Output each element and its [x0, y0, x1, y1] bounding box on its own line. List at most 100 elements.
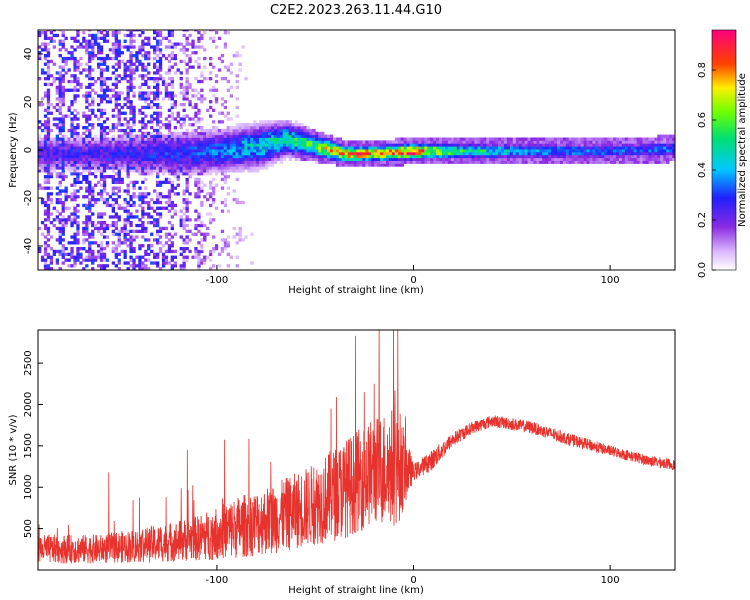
spectrogram-cell	[203, 97, 207, 101]
spectrogram-cell	[179, 143, 183, 147]
spectrogram-cell	[619, 146, 623, 150]
spectrogram-cell	[562, 154, 567, 159]
spectrogram-cell	[123, 71, 127, 75]
spectrogram-cell	[70, 157, 74, 161]
spectrogram-cell	[88, 183, 92, 187]
spectrogram-cell	[554, 154, 558, 159]
spectrogram-cell	[114, 223, 118, 228]
spectrogram-cell	[161, 151, 166, 156]
spectrogram-cell	[99, 68, 104, 72]
spectrogram-cell	[324, 160, 328, 164]
spectrogram-cell	[217, 146, 222, 150]
spectrogram-cell	[338, 151, 343, 156]
spectrogram-cell	[636, 154, 640, 159]
spectrogram-cell	[73, 151, 77, 156]
spectrogram-cell	[167, 108, 172, 112]
spectrogram-cell	[247, 154, 251, 159]
spectrogram-cell	[633, 149, 637, 153]
spectrogram-cell	[99, 258, 104, 262]
spectrogram-cell	[353, 160, 357, 164]
spectrogram-cell	[421, 140, 425, 144]
spectrogram-cell	[49, 163, 54, 167]
spectrogram-cell	[73, 108, 77, 112]
spectrogram-cell	[530, 137, 534, 141]
spectrogram-cell	[648, 143, 652, 147]
spectrogram-cell	[46, 143, 51, 147]
spectrogram-cell	[182, 226, 186, 231]
spectrogram-cell	[105, 65, 110, 69]
spectrogram-cell	[88, 151, 92, 156]
spectrogram-cell	[456, 157, 461, 161]
spectrogram-cell	[102, 59, 107, 64]
spectrogram-cell	[335, 151, 340, 156]
spectrogram-cell	[226, 160, 230, 164]
spectrogram-cell	[126, 157, 130, 161]
spectrogram-cell	[147, 215, 151, 219]
spectrogram-cell	[61, 166, 65, 170]
spectrogram-cell	[403, 149, 407, 153]
spectrogram-cell	[114, 74, 118, 78]
spectrogram-cell	[462, 137, 466, 141]
spectrogram-cell	[403, 154, 407, 159]
spectrogram-cell	[217, 154, 222, 159]
spectrogram-cell	[197, 151, 201, 156]
spectrogram-cell	[388, 157, 393, 161]
spectrogram-cell	[102, 30, 107, 32]
spectrogram-cell	[123, 151, 127, 156]
spectrogram-cell	[167, 120, 172, 124]
spectrogram-cell	[58, 267, 62, 270]
spectrogram-cell	[88, 232, 92, 236]
spectrogram-cell	[347, 140, 351, 144]
spectrogram-cell	[158, 183, 163, 187]
spectrogram-cell	[55, 108, 59, 112]
spectrogram-cell	[61, 88, 65, 92]
spectrogram-cell	[129, 134, 133, 138]
spectrogram-cell	[141, 200, 145, 205]
spectrogram-cell	[504, 151, 508, 156]
spectrogram-cell	[666, 149, 670, 153]
spectrogram-cell	[43, 94, 48, 98]
spectrogram-cell	[282, 137, 287, 141]
spectrogram-cell	[73, 183, 77, 187]
spectrogram-cell	[176, 111, 180, 115]
spectrogram-cell	[99, 172, 104, 176]
spectrogram-cell	[388, 163, 393, 167]
spectrogram-cell	[253, 137, 257, 141]
spectrogram-cell	[238, 157, 242, 161]
spectrogram-cell	[123, 45, 127, 49]
spectrogram-cell	[250, 151, 254, 156]
spectrogram-cell	[297, 126, 301, 130]
spectrogram-cell	[362, 157, 366, 161]
spectrogram-cell	[185, 258, 189, 262]
spectrogram-cell	[551, 157, 555, 161]
spectrogram-cell	[70, 88, 74, 92]
spectrogram-cell	[197, 154, 201, 159]
spectrogram-cell	[194, 45, 198, 49]
spectrogram-cell	[182, 88, 186, 92]
spectrogram-cell	[123, 160, 127, 164]
spectrogram-cell	[551, 154, 555, 159]
spectrogram-cell	[132, 117, 136, 121]
spectrogram-cell	[94, 79, 98, 84]
spectrogram-cell	[276, 131, 281, 136]
spectrogram-cell	[176, 172, 180, 176]
spectrogram-cell	[114, 94, 118, 98]
spectrogram-cell	[82, 131, 86, 136]
spectrogram-cell	[176, 163, 180, 167]
spectrogram-cell	[43, 151, 48, 156]
spectrogram-cell	[82, 111, 86, 115]
spectrogram-cell	[91, 235, 95, 239]
spectrogram-cell	[380, 140, 384, 144]
spectrogram-cell	[433, 143, 437, 147]
spectrogram-cell	[619, 157, 623, 161]
spectrogram-cell	[598, 146, 602, 150]
spectrogram-cell	[123, 117, 127, 121]
spectrogram-cell	[212, 140, 216, 144]
spectrogram-cell	[203, 154, 207, 159]
spectrogram-cell	[111, 249, 115, 254]
spectrogram-cell	[560, 151, 564, 156]
spectrogram-cell	[102, 180, 107, 184]
spectrogram-cell	[173, 146, 177, 150]
spectrogram-cell	[91, 241, 95, 245]
spectrogram-cell	[108, 97, 113, 101]
